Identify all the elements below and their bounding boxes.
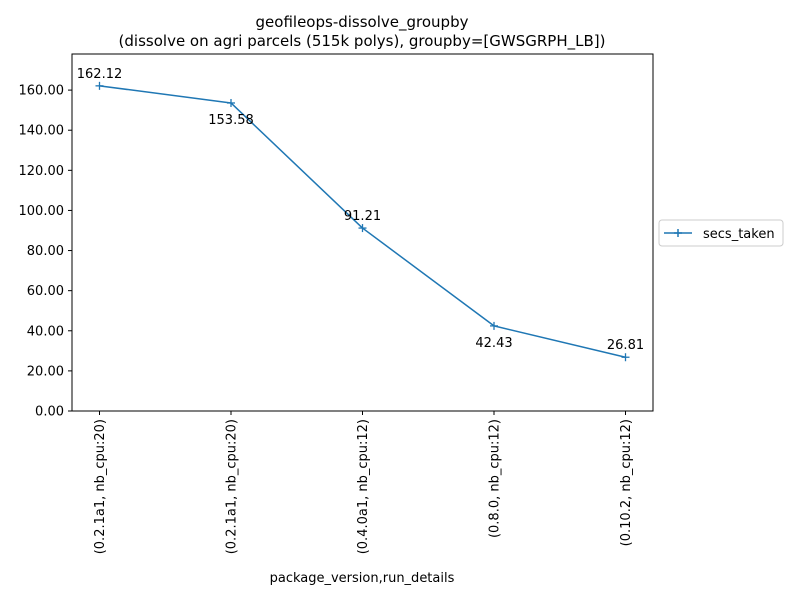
data-point (621, 353, 630, 362)
data-labels: 162.12 153.58 91.21 42.43 26.81 (77, 67, 644, 353)
y-tick-label: 60.00 (27, 284, 64, 299)
data-point (490, 321, 498, 330)
data-label: 153.58 (208, 113, 254, 128)
y-tick-label: 20.00 (27, 364, 64, 379)
data-point (358, 224, 367, 233)
y-tick-label: 140.00 (19, 124, 65, 139)
data-label: 26.81 (607, 338, 644, 353)
x-tick-label: (0.2.1a1, nb_cpu:20) (225, 419, 240, 554)
x-tick-label: (0.10.2, nb_cpu:12) (619, 419, 634, 546)
y-tick-label: 120.00 (19, 164, 65, 179)
x-axis-label: package_version,run_details (270, 571, 455, 586)
plot-area-frame (71, 53, 654, 412)
y-axis-ticks: 0.00 20.00 40.00 60.00 80.00 100.00 120.00 140.… (19, 84, 72, 420)
y-tick-label: 0.00 (35, 405, 64, 420)
x-tick-label: (0.8.0, nb_cpu:12) (488, 419, 503, 538)
x-tick-label: (0.4.0a1, nb_cpu:12) (356, 419, 371, 554)
data-label: 91.21 (344, 209, 381, 224)
data-label: 42.43 (475, 336, 512, 351)
legend-box (658, 219, 784, 247)
chart-title: geofileops-dissolve_groupby (256, 13, 469, 32)
legend-label-secs-taken: secs_taken (703, 227, 775, 242)
data-label: 162.12 (77, 67, 123, 82)
y-tick-label: 40.00 (27, 324, 64, 339)
y-tick-label: 100.00 (19, 204, 65, 219)
series-layer (95, 81, 630, 362)
x-axis-ticks: (0.2.1a1, nb_cpu:20) (0.2.1a1, nb_cpu:20)… (93, 411, 634, 554)
y-tick-label: 80.00 (27, 244, 64, 259)
legend: secs_taken (658, 219, 784, 247)
x-tick-label: (0.2.1a1, nb_cpu:20) (93, 419, 108, 554)
data-point (95, 81, 104, 90)
chart-subtitle: (dissolve on agri parcels (515k polys), … (119, 32, 606, 51)
y-tick-label: 160.00 (19, 84, 65, 99)
data-point (227, 98, 235, 107)
